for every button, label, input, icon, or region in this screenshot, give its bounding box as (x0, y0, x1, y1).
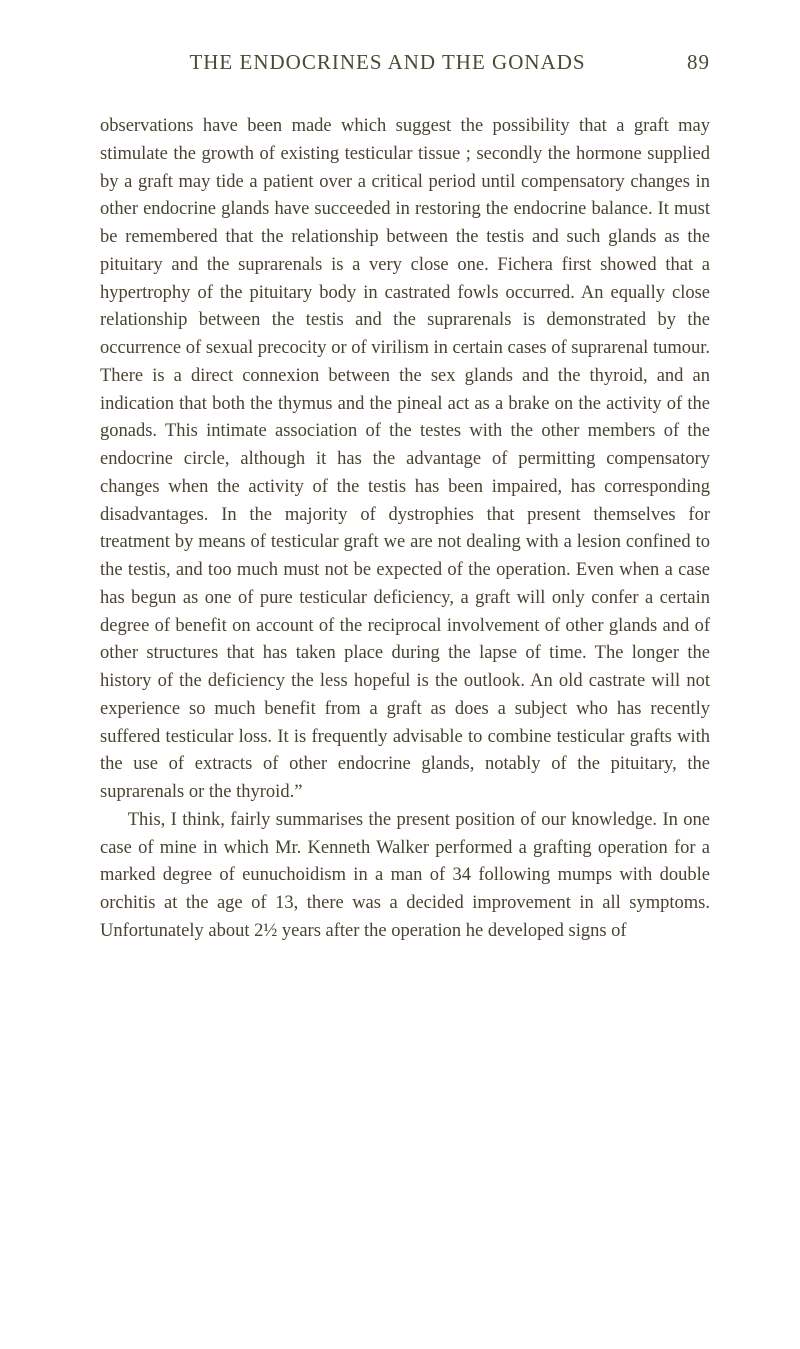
body-text: observations have been made which sugges… (100, 113, 710, 946)
paragraph-2: This, I think, fairly summarises the pre… (100, 807, 710, 946)
header-title: THE ENDOCRINES AND THE GONADS (189, 50, 585, 74)
page-header: THE ENDOCRINES AND THE GONADS 89 (100, 50, 710, 75)
paragraph-1: observations have been made which sugges… (100, 113, 710, 807)
page-number: 89 (687, 50, 710, 75)
